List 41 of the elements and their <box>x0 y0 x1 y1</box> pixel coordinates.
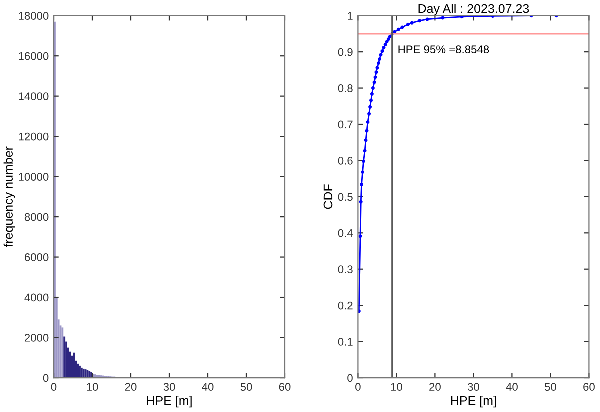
y-tick-label: 1 <box>348 12 353 20</box>
x-tick-label: 20 <box>125 383 137 392</box>
x-tick-label: 60 <box>584 383 595 392</box>
y-tick-label: 0.5 <box>338 193 353 202</box>
y-tick-label: 0.9 <box>338 48 353 56</box>
y-tick-label: 0.7 <box>338 120 353 129</box>
chart-title: Day All : 2023.07.23 <box>418 4 530 16</box>
y-tick-label: 14000 <box>19 92 49 100</box>
x-axis-title: HPE [m] <box>451 396 496 408</box>
y-tick-label: 0.4 <box>338 229 354 238</box>
y-axis-title: CDF <box>324 184 333 210</box>
x-tick-label: 30 <box>164 383 176 392</box>
annotation: HPE 95% =8.8548 <box>398 46 490 54</box>
x-tick-label: 20 <box>430 383 441 392</box>
x-tick-label: 60 <box>279 383 291 392</box>
y-tick-label: 6000 <box>24 254 49 262</box>
x-axis-title: HPE [m] <box>147 396 192 408</box>
y-tick-label: 0.6 <box>338 156 353 165</box>
y-tick-label: 16000 <box>19 52 49 60</box>
y-tick-label: 0.8 <box>338 84 353 92</box>
x-tick-label: 50 <box>544 383 556 392</box>
y-tick-label: 10000 <box>19 173 49 181</box>
x-tick-label: 0 <box>51 383 57 392</box>
y-tick-label: 8000 <box>24 213 49 222</box>
x-tick-label: 40 <box>506 383 518 392</box>
y-tick-label: 0 <box>43 374 49 382</box>
y-tick-label: 0.2 <box>338 302 353 310</box>
x-tick-label: 30 <box>468 383 480 392</box>
y-axis-title: frequency number <box>4 146 16 248</box>
y-tick-label: 0 <box>348 374 353 382</box>
y-tick-label: 0.1 <box>338 338 353 346</box>
x-tick-label: 10 <box>391 383 402 392</box>
x-tick-label: 50 <box>240 383 252 392</box>
y-tick-label: 2000 <box>24 334 49 342</box>
y-tick-label: 18000 <box>19 12 49 20</box>
y-tick-label: 4000 <box>24 294 49 302</box>
x-tick-label: 10 <box>87 383 98 392</box>
y-tick-label: 12000 <box>19 132 49 141</box>
y-tick-label: 0.3 <box>338 266 353 274</box>
x-tick-label: 40 <box>202 383 214 392</box>
x-tick-label: 0 <box>356 383 361 392</box>
